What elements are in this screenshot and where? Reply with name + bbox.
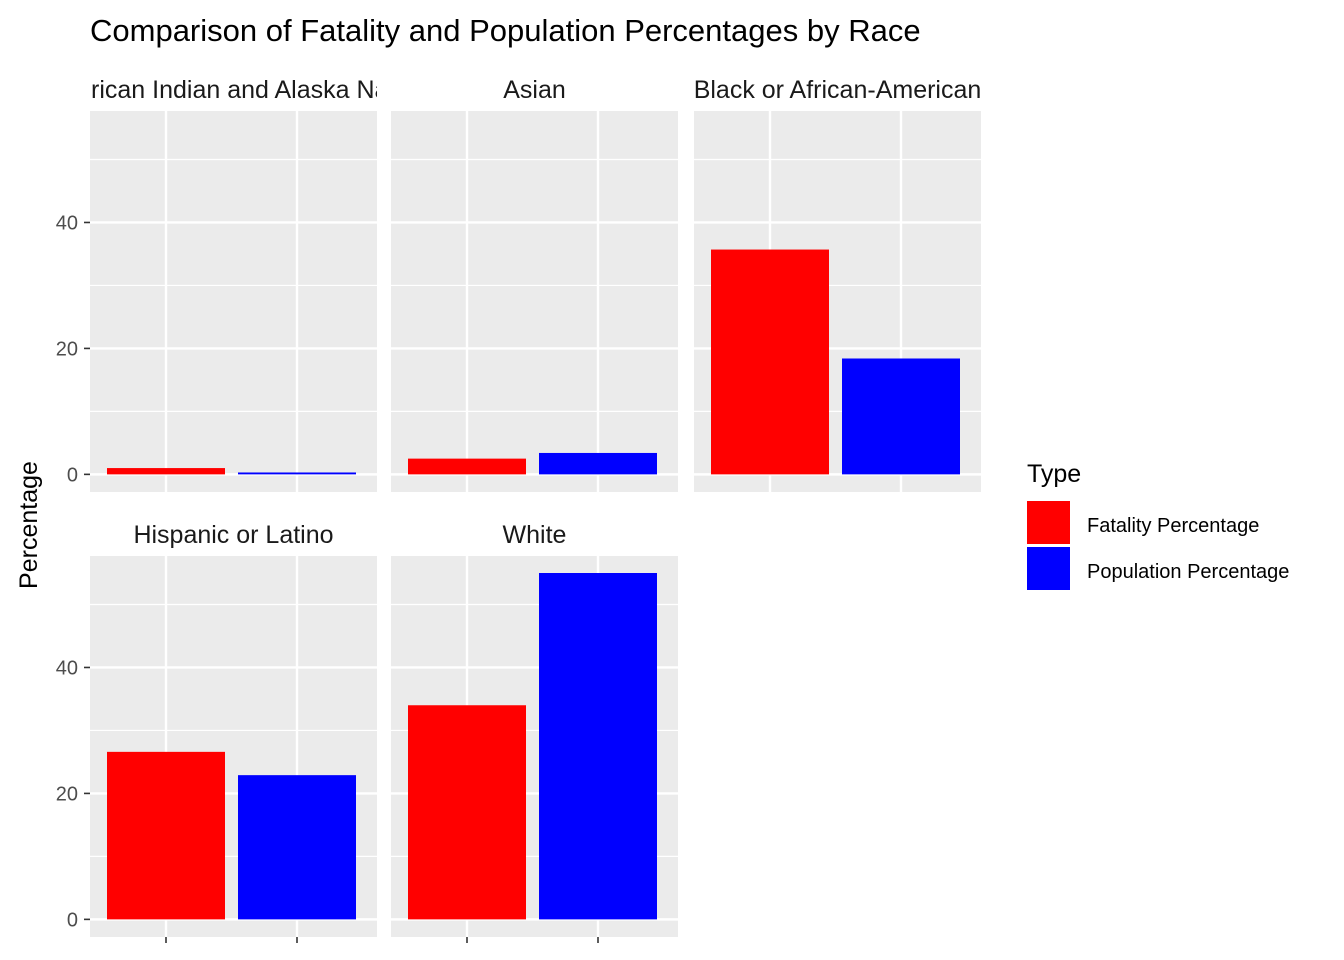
- y-tick-label: 0: [67, 909, 78, 931]
- legend-item: Fatality Percentage: [1027, 501, 1259, 544]
- facet-label: White: [503, 521, 567, 549]
- bar-population: [238, 775, 356, 920]
- facet-label: American Indian and Alaska Native: [40, 76, 428, 104]
- bar-fatality: [107, 751, 225, 920]
- bar-fatality: [711, 249, 829, 475]
- facet-panel: White: [391, 521, 678, 943]
- bar-fatality: [408, 705, 526, 920]
- y-tick-label: 0: [67, 464, 78, 486]
- y-tick-label: 20: [56, 338, 78, 360]
- bar-population: [539, 452, 657, 475]
- legend-label: Fatality Percentage: [1087, 515, 1259, 537]
- facet-label: Black or African-American: [694, 76, 982, 104]
- legend-key: [1027, 547, 1070, 590]
- legend-label: Population Percentage: [1087, 561, 1289, 583]
- facet-panel: Black or African-American: [694, 76, 982, 492]
- panel-background: [391, 111, 678, 492]
- y-axis-label: Percentage: [15, 461, 43, 589]
- facet-panel: Hispanic or Latino: [90, 521, 377, 943]
- chart-title: Comparison of Fatality and Population Pe…: [90, 13, 921, 48]
- facet-panel: American Indian and Alaska Native: [40, 76, 428, 492]
- legend-title: Type: [1027, 460, 1081, 488]
- facet-label: Asian: [503, 76, 566, 104]
- bar-population: [842, 358, 960, 475]
- y-tick-label: 20: [56, 783, 78, 805]
- y-tick-label: 40: [56, 657, 78, 679]
- bar-population: [539, 573, 657, 920]
- y-tick-label: 40: [56, 212, 78, 234]
- legend: Type Fatality Percentage Population Percen…: [1027, 460, 1289, 590]
- bar-fatality: [408, 458, 526, 475]
- bar-fatality: [107, 468, 225, 475]
- facet-panels: American Indian and Alaska Native Asian Bl…: [40, 76, 982, 943]
- bar-population: [238, 472, 356, 475]
- panel-background: [90, 111, 377, 492]
- legend-item: Population Percentage: [1027, 547, 1289, 590]
- facet-label: Hispanic or Latino: [133, 521, 333, 549]
- legend-key: [1027, 501, 1070, 544]
- facet-panel: Asian: [391, 76, 678, 492]
